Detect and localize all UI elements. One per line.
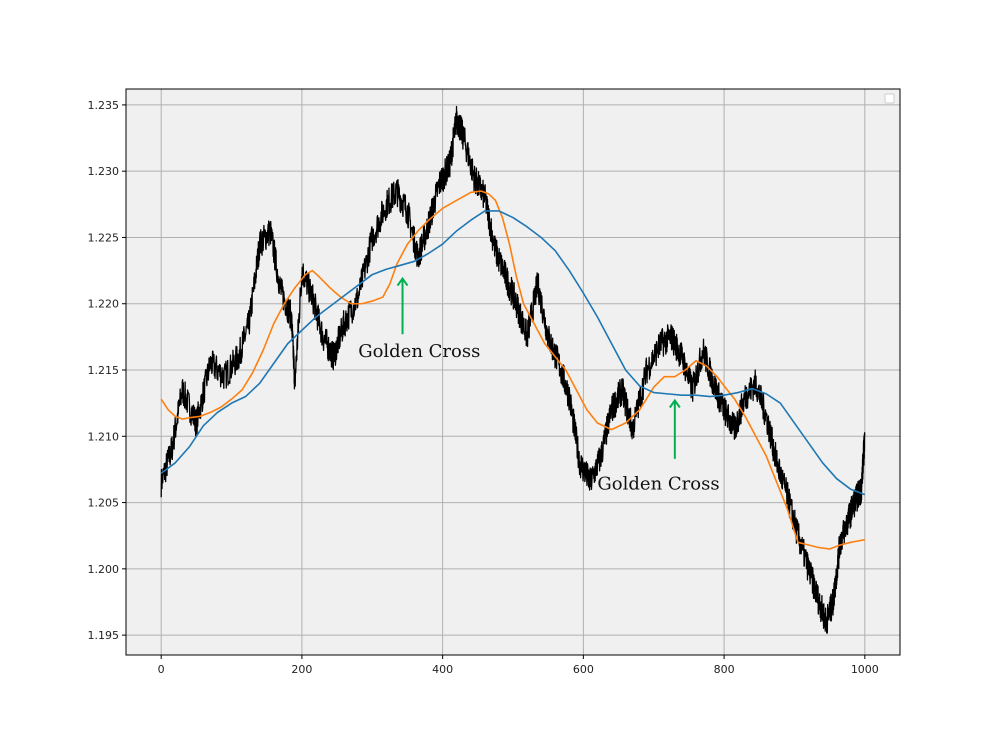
legend-box [884, 93, 895, 104]
y-tick-label: 1.225 [88, 231, 120, 244]
plot-frame [125, 88, 901, 656]
golden-cross-label: Golden Cross [597, 473, 719, 494]
x-tick-label: 800 [714, 663, 735, 676]
plot-area [126, 89, 900, 655]
x-tick-label: 1000 [851, 663, 879, 676]
x-tick-label: 600 [573, 663, 594, 676]
series-layer [160, 105, 866, 634]
x-tick-label: 400 [432, 663, 453, 676]
golden-cross-arrow-head [669, 398, 681, 409]
y-tick-label: 1.210 [88, 430, 120, 443]
y-tick-label: 1.215 [88, 364, 120, 377]
slow-ma-series-line [160, 210, 866, 496]
y-tick-label: 1.235 [88, 99, 120, 112]
golden-cross-arrow-head [396, 276, 409, 287]
price-series-line [160, 105, 866, 634]
grid [126, 89, 900, 655]
x-tick-label: 0 [158, 663, 165, 676]
y-tick-label: 1.220 [88, 298, 120, 311]
y-tick-label: 1.200 [88, 563, 120, 576]
x-tick-label: 200 [291, 663, 312, 676]
fast-ma-series-line [160, 190, 865, 550]
ticks: 0 200 400 600 800 1000 1.195 1.200 1.205 1.210 1.2… [88, 99, 879, 676]
y-tick-label: 1.195 [88, 629, 120, 642]
y-tick-label: 1.205 [88, 497, 120, 510]
y-tick-label: 1.230 [88, 165, 120, 178]
annotations: Golden Cross Golden Cross [358, 276, 720, 494]
golden-cross-label: Golden Cross [358, 341, 480, 362]
